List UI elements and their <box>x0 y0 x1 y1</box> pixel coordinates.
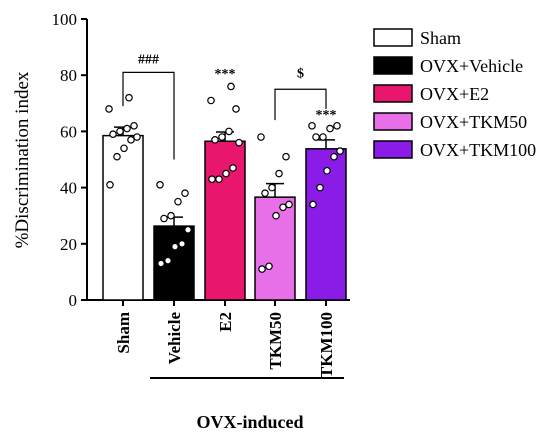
data-point <box>323 166 331 175</box>
group-label: OVX-induced <box>196 412 303 432</box>
data-point <box>227 82 235 91</box>
legend-label: Sham <box>420 28 461 48</box>
data-point <box>218 133 226 141</box>
y-tick-label: 20 <box>60 235 77 254</box>
bars <box>102 126 347 301</box>
y-tick-label: 40 <box>60 179 77 198</box>
data-point <box>184 225 192 234</box>
legend-swatch <box>373 28 413 47</box>
legend-swatch <box>373 140 413 159</box>
y-tick-label: 0 <box>69 291 78 310</box>
data-point <box>106 180 114 189</box>
legend-label: OVX+TKM100 <box>420 140 536 160</box>
sig-label-hash: ### <box>138 52 159 67</box>
y-axis-label: %Discrimination index <box>12 71 33 248</box>
data-point <box>257 133 265 141</box>
sig-label-e2: *** <box>215 67 236 82</box>
data-point <box>285 200 293 209</box>
data-point <box>208 175 216 183</box>
data-point <box>261 189 269 198</box>
y-tick-label: 80 <box>60 66 77 85</box>
data-point <box>109 130 117 139</box>
category-label-tkm100: TKM100 <box>317 312 336 378</box>
data-point <box>316 183 324 192</box>
data-point <box>133 133 141 141</box>
data-point <box>181 189 189 198</box>
data-point <box>258 265 266 273</box>
data-point <box>160 214 168 223</box>
category-label-vehicle: Vehicle <box>165 312 184 365</box>
data-point <box>123 124 131 133</box>
data-point <box>164 256 172 265</box>
data-point <box>309 200 317 209</box>
annotations: ### $ *** *** <box>122 52 337 160</box>
legend-swatch <box>373 84 413 103</box>
data-point <box>336 147 344 155</box>
y-tick-label: 100 <box>52 10 78 29</box>
data-point <box>167 211 175 220</box>
data-point <box>157 259 165 268</box>
data-point <box>207 96 215 105</box>
legend: Sham OVX+Vehicle OVX+E2 OVX+TKM50 OVX+TKM100 <box>373 28 536 160</box>
data-point <box>225 127 233 136</box>
legend-swatch <box>373 112 413 131</box>
data-point <box>125 93 133 102</box>
data-point <box>229 164 237 172</box>
data-point <box>279 203 287 212</box>
category-label-sham: Sham <box>114 312 133 354</box>
axes: 0 20 40 60 80 100 <box>52 10 350 310</box>
bracket-sham-vehicle <box>122 71 175 160</box>
data-point <box>113 152 121 161</box>
legend-label: OVX+TKM50 <box>420 112 527 132</box>
data-point <box>235 138 243 147</box>
data-point <box>127 136 135 144</box>
data-point <box>105 105 113 113</box>
data-point <box>330 152 338 161</box>
data-point <box>282 152 290 161</box>
data-point <box>215 175 223 183</box>
y-tick-label: 60 <box>60 122 77 141</box>
data-point <box>120 144 128 153</box>
data-point <box>275 169 283 178</box>
legend-label: OVX+E2 <box>420 84 489 104</box>
data-point <box>268 183 276 192</box>
bar-sham <box>102 134 144 301</box>
data-points <box>105 82 344 273</box>
data-point <box>232 105 240 113</box>
data-point <box>171 242 179 251</box>
data-point <box>211 136 219 144</box>
bar-e2 <box>204 140 246 301</box>
data-point <box>174 197 182 206</box>
data-point <box>116 127 124 136</box>
sig-label-dollar: $ <box>297 66 304 81</box>
data-point <box>130 121 138 130</box>
legend-swatch <box>373 56 413 75</box>
data-point <box>319 133 327 141</box>
data-point <box>156 180 164 189</box>
data-point <box>272 211 280 220</box>
data-point <box>312 133 320 141</box>
category-label-e2: E2 <box>216 312 235 332</box>
category-labels: Sham Vehicle E2 TKM50 TKM100 <box>114 312 336 379</box>
legend-label: OVX+Vehicle <box>420 56 523 76</box>
data-point <box>265 262 273 271</box>
data-point <box>308 121 316 130</box>
bracket-tkm50-tkm100 <box>274 88 327 121</box>
category-label-tkm50: TKM50 <box>266 312 285 370</box>
data-point <box>222 169 230 178</box>
data-point <box>178 240 186 248</box>
sig-label-tkm100: *** <box>316 108 337 123</box>
data-point <box>326 124 334 133</box>
data-point <box>333 121 341 130</box>
